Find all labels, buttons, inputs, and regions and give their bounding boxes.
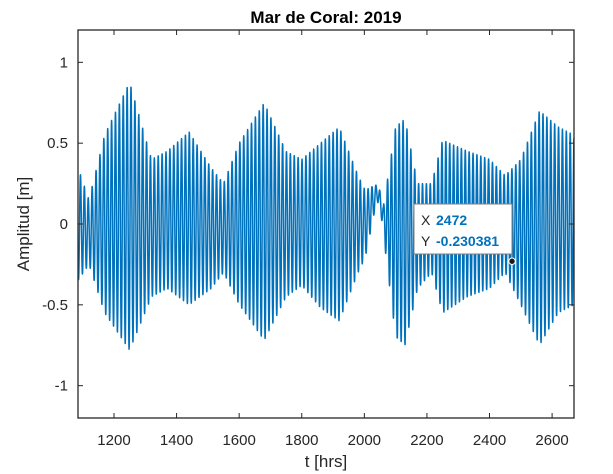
x-tick-label: 2400: [473, 432, 506, 449]
y-tick-label: 0: [60, 216, 68, 233]
axis-ticks: [78, 30, 574, 418]
x-tick-label: 1800: [285, 432, 318, 449]
x-tick-label: 2600: [535, 432, 568, 449]
y-tick-label: -1: [55, 378, 68, 395]
x-tick-label: 2200: [410, 432, 443, 449]
datatip-x-label: X: [421, 212, 431, 228]
datatip-box: [413, 203, 513, 255]
datatip-marker[interactable]: [508, 257, 516, 265]
x-tick-label: 1200: [97, 432, 130, 449]
x-tick-label: 1600: [222, 432, 255, 449]
y-tick-label: 1: [60, 54, 68, 71]
x-tick-labels: 1200 1400 1600 1800 2000 2200 2400 2600: [97, 432, 568, 449]
x-tick-label: 2000: [348, 432, 381, 449]
x-tick-label: 1400: [160, 432, 193, 449]
y-tick-label: -0.5: [42, 297, 68, 314]
y-tick-labels: 1 0.5 0 -0.5 -1: [42, 54, 68, 394]
y-tick-label: 0.5: [47, 135, 68, 152]
y-axis-label: Amplitud [m]: [14, 177, 33, 271]
axes-box: [77, 29, 575, 419]
datatip-y-label: Y: [421, 233, 431, 249]
chart-title: Mar de Coral: 2019: [250, 8, 401, 27]
datatip-x-value: 2472: [436, 212, 467, 228]
x-axis-label: t [hrs]: [305, 452, 348, 471]
datatip-y-value: -0.230381: [436, 233, 499, 249]
data-tip[interactable]: X 2472 Y -0.230381: [413, 203, 516, 265]
